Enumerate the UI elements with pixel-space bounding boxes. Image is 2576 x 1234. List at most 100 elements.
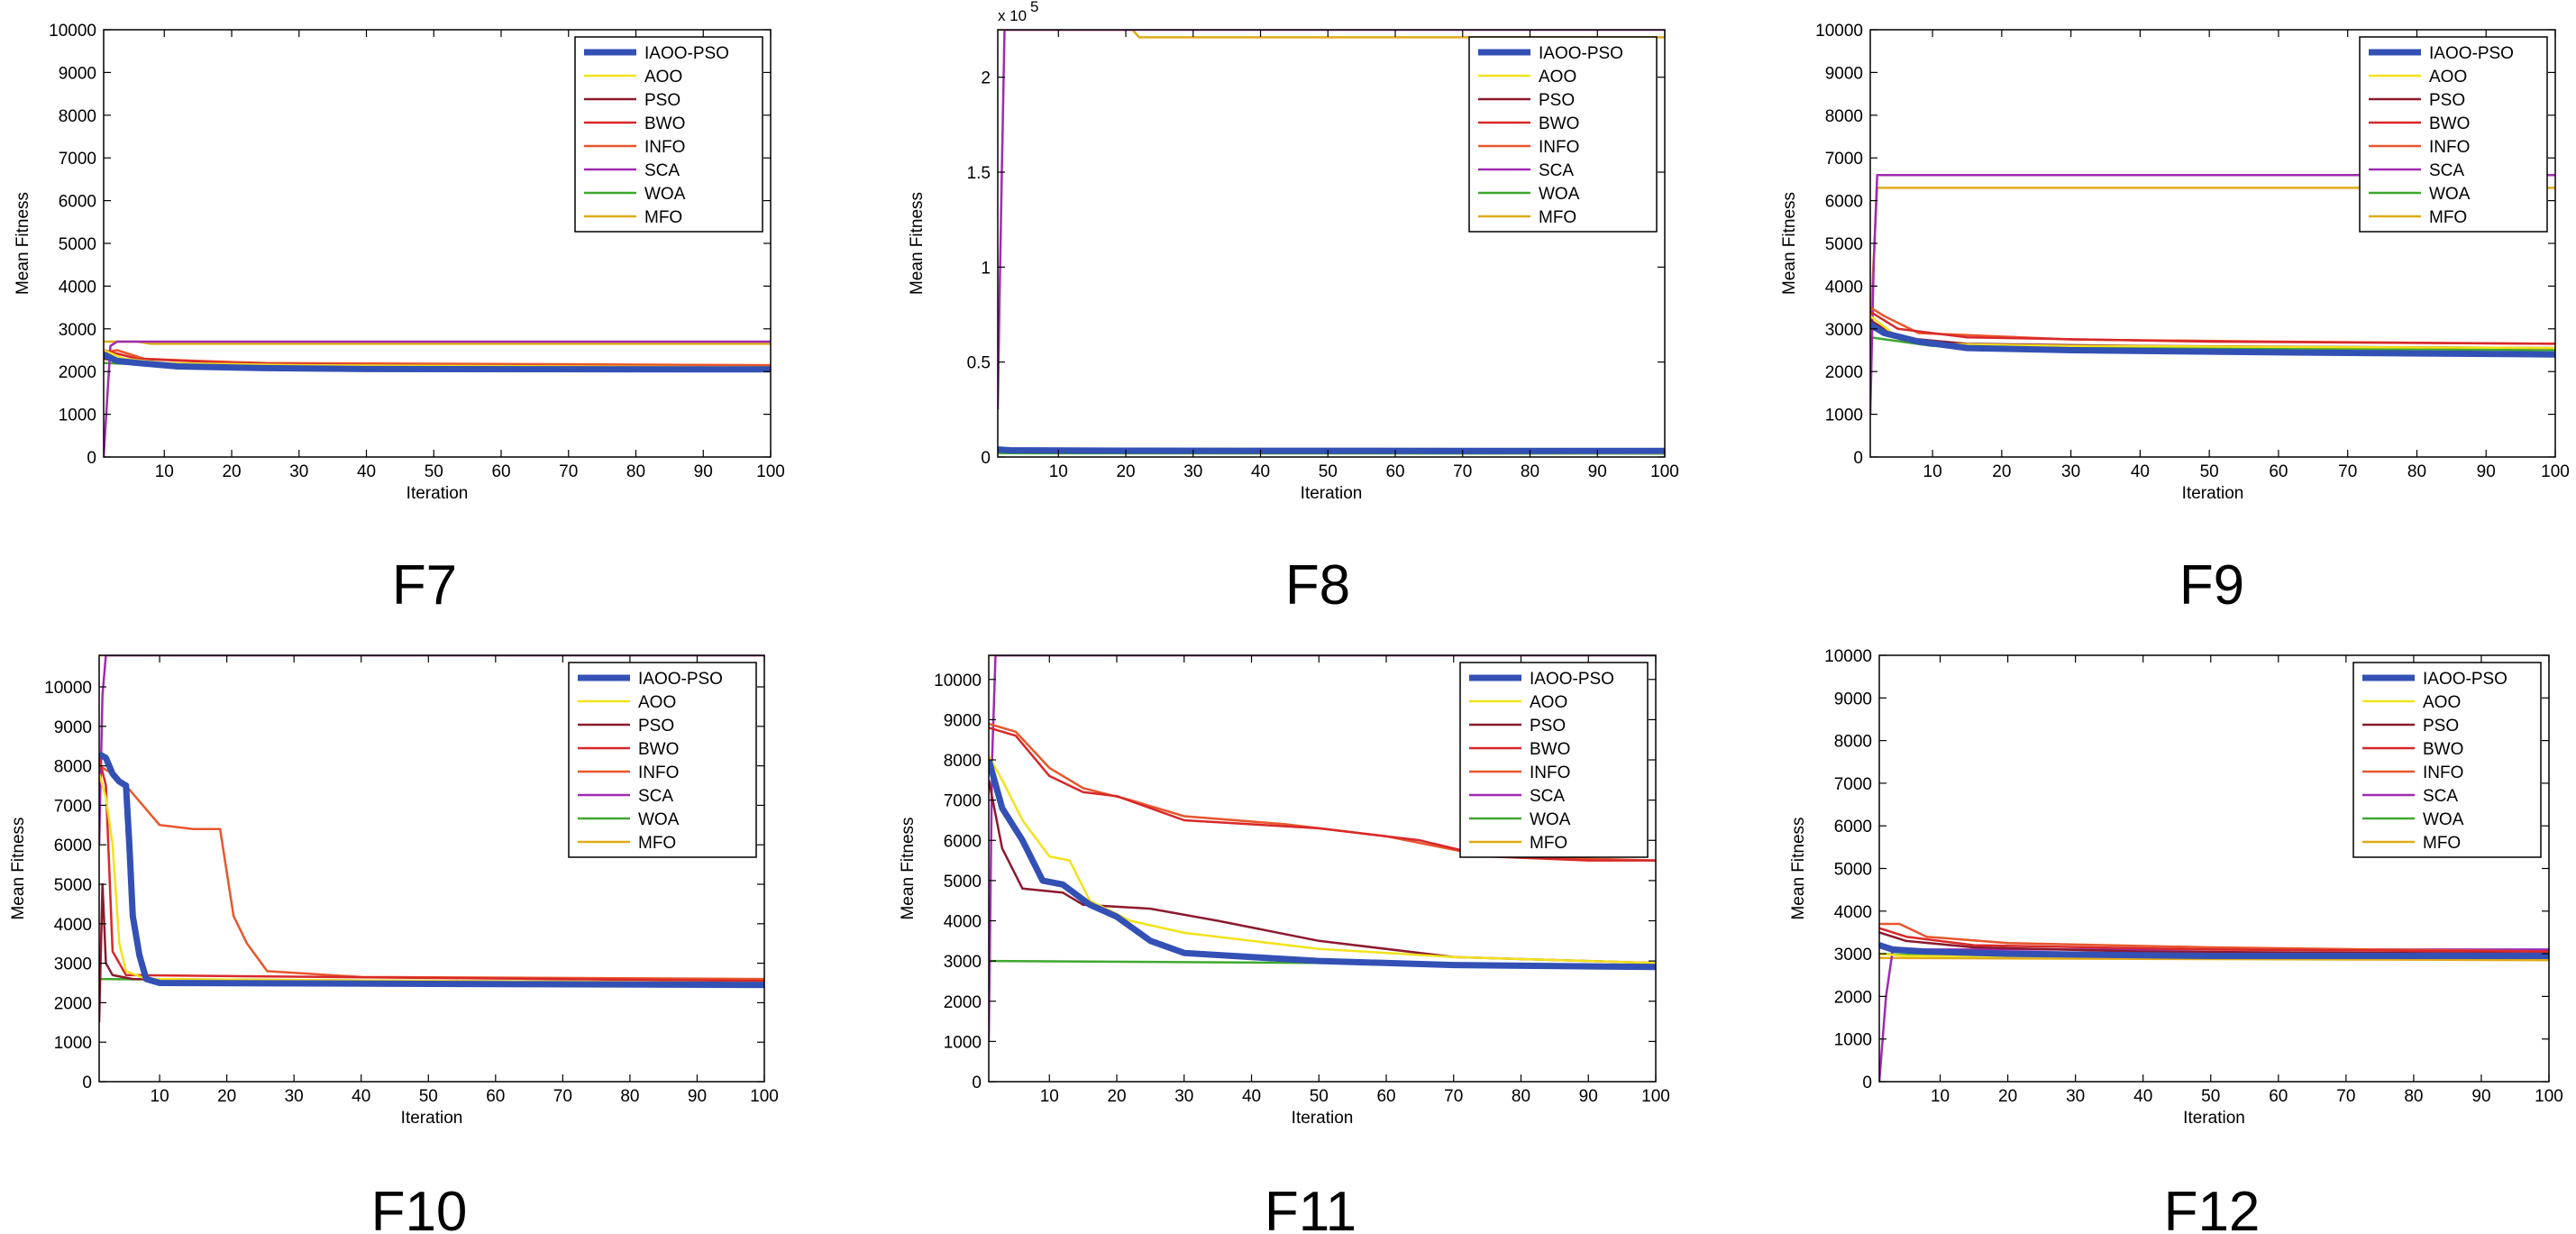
x-axis-label: Iteration [1301, 484, 1363, 503]
legend-label-iaoo-pso: IAOO-PSO [1539, 44, 1623, 63]
series-line-pso [99, 882, 764, 1023]
legend-box [1468, 36, 1658, 233]
y-tick-label: 6000 [1825, 193, 1863, 212]
series-line-iaoo-pso [1870, 322, 2555, 358]
panel-title: F12 [2164, 1181, 2261, 1234]
x-tick-label: 30 [1174, 1087, 1193, 1106]
y-tick-label: 0 [972, 1074, 982, 1092]
y-tick-label: 5000 [944, 873, 982, 891]
y-tick-label: 9000 [1825, 64, 1863, 83]
series-group [104, 340, 771, 457]
x-tick-label: 20 [1107, 1087, 1126, 1106]
x-tick-label: 50 [419, 1087, 438, 1106]
y-tick-label: 4000 [54, 916, 92, 935]
y-tick-label: 7000 [59, 150, 96, 169]
x-tick-label: 80 [626, 462, 645, 481]
legend-label-woa: WOA [2423, 810, 2464, 829]
legend-label-pso: PSO [644, 91, 681, 110]
series-line-bwo [1879, 927, 2549, 953]
legend-label-sca: SCA [644, 161, 680, 180]
y-tick-label: 6000 [54, 836, 92, 855]
y-axis-label: Mean Fitness [14, 192, 32, 295]
x-tick-label: 50 [1319, 462, 1338, 481]
legend-label-bwo: BWO [1539, 114, 1579, 133]
y-tick-label: 0.5 [967, 354, 991, 373]
chart-panel-F9: 10 20 30 40 50 60 70 80 90 1000100020003000400050… [1780, 22, 2570, 617]
x-axis-label: Iteration [2183, 1109, 2245, 1128]
legend-label-sca: SCA [1539, 161, 1574, 180]
y-tick-label: 9000 [1834, 690, 1872, 708]
x-tick-label: 10 [1040, 1087, 1059, 1106]
x-tick-label: 90 [688, 1087, 707, 1106]
x-tick-label: 60 [2269, 1087, 2288, 1106]
legend: IAOO-PSO AOO PSO BWO INFO SCA WOA MFO [1459, 662, 1649, 858]
legend-label-pso: PSO [1539, 91, 1575, 110]
x-tick-label: 50 [425, 462, 443, 481]
legend-label-pso: PSO [1530, 717, 1566, 736]
series-line-sca [1870, 173, 2555, 415]
y-tick-label: 2000 [59, 363, 96, 382]
series-line-iaoo-pso [989, 759, 1656, 971]
x-tick-label: 90 [1588, 462, 1607, 481]
y-tick-label: 8000 [59, 107, 96, 126]
x-tick-label: 100 [2541, 462, 2570, 481]
y-axis-label: Mean Fitness [908, 192, 927, 295]
y-tick-label: 1000 [59, 407, 96, 425]
legend-label-woa: WOA [638, 810, 680, 829]
y-tick-label: 8000 [944, 752, 982, 771]
legend: IAOO-PSO AOO PSO BWO INFO SCA WOA MFO [568, 662, 757, 858]
legend-label-mfo: MFO [1530, 834, 1567, 853]
series-group [1870, 173, 2555, 415]
legend-label-mfo: MFO [2423, 834, 2461, 853]
series-line-sca [99, 655, 764, 846]
legend-label-aoo: AOO [2429, 68, 2467, 87]
x-tick-label: 40 [357, 462, 376, 481]
x-axis-label: Iteration [401, 1109, 463, 1128]
x-tick-label: 20 [1116, 462, 1135, 481]
y-tick-label: 7000 [1834, 775, 1872, 794]
y-tick-label: 9000 [54, 718, 92, 737]
x-tick-label: 100 [1641, 1087, 1670, 1106]
x-tick-label: 30 [1183, 462, 1202, 481]
x-tick-label: 60 [1385, 462, 1404, 481]
legend-label-bwo: BWO [1530, 740, 1570, 759]
x-tick-label: 30 [2061, 462, 2080, 481]
legend-label-iaoo-pso: IAOO-PSO [644, 44, 729, 63]
x-tick-label: 60 [486, 1087, 505, 1106]
x-axis-label: Iteration [406, 484, 469, 503]
y-tick-label: 5000 [59, 235, 96, 254]
legend-label-mfo: MFO [2429, 208, 2467, 227]
legend-label-info: INFO [1530, 763, 1570, 782]
y-tick-label: 7000 [54, 797, 92, 816]
y-tick-label: 10000 [1815, 22, 1863, 41]
plot-frame [988, 654, 1657, 1083]
y-tick-label: 10000 [44, 679, 92, 698]
x-tick-label: 50 [2200, 462, 2219, 481]
y-tick-label: 1.5 [967, 164, 991, 183]
y-tick-label: 7000 [944, 792, 982, 811]
chart-panel-F8: 10 20 30 40 50 60 70 80 90 100 0 0.5 1 1.5 2 x 105 Itera… [908, 0, 1679, 617]
series-line-info [1879, 922, 2549, 953]
x-tick-label: 50 [1310, 1087, 1329, 1106]
x-tick-label: 80 [2404, 1087, 2423, 1106]
legend-label-info: INFO [644, 138, 685, 157]
x-tick-label: 90 [2477, 462, 2496, 481]
y-tick-label: 6000 [59, 193, 96, 212]
legend-label-sca: SCA [2429, 161, 2464, 180]
x-tick-label: 70 [553, 1087, 572, 1106]
x-tick-label: 40 [352, 1087, 370, 1106]
legend-label-info: INFO [2423, 763, 2463, 782]
x-tick-label: 60 [2269, 462, 2288, 481]
y-tick-label: 7000 [1825, 150, 1863, 169]
y-tick-label: 2 [981, 69, 991, 88]
y-tick-label: 4000 [1834, 903, 1872, 922]
y-tick-label: 10000 [49, 22, 96, 41]
y-tick-label: 6000 [1834, 818, 1872, 836]
y-tick-label: 8000 [1825, 107, 1863, 126]
series-line-pso [1879, 931, 2549, 955]
series-line-iaoo-pso [104, 352, 771, 373]
x-tick-label: 20 [222, 462, 241, 481]
x-tick-label: 10 [1931, 1087, 1950, 1106]
y-tick-label: 8000 [1834, 733, 1872, 752]
legend-label-woa: WOA [2429, 185, 2471, 204]
